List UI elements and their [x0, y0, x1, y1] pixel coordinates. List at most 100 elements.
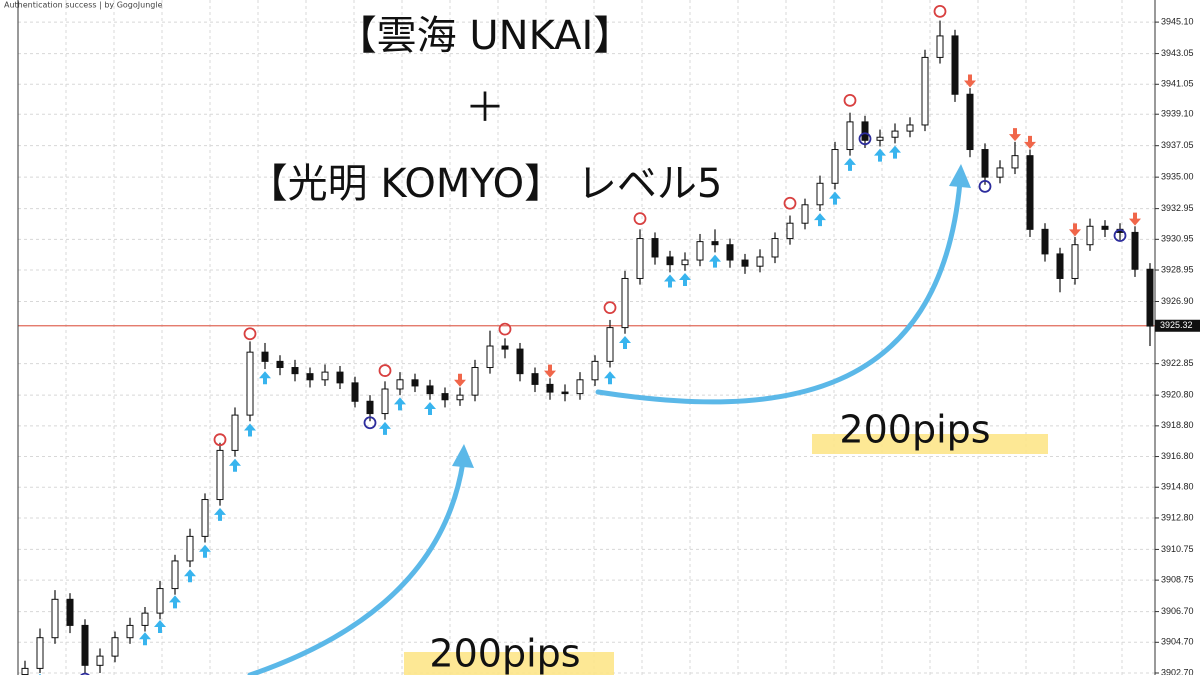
title-line2: 【光明 KOMYO】 レベル5	[248, 161, 723, 207]
pips-label: 200pips	[429, 632, 580, 675]
y-tick-label: 3937.05	[1161, 140, 1194, 150]
pips-label: 200pips	[839, 408, 990, 452]
candle-body	[771, 238, 779, 258]
candle-body	[471, 367, 479, 396]
candle-body	[1056, 253, 1064, 279]
candle-body	[861, 121, 869, 141]
candle-body	[756, 256, 764, 267]
buy-arrow	[679, 273, 691, 287]
candle-body	[411, 379, 419, 387]
candle-body	[681, 259, 689, 266]
y-tick-label: 3916.80	[1161, 451, 1194, 461]
curved-arrow	[595, 179, 963, 405]
candle-body	[621, 277, 629, 329]
candle-body	[186, 535, 194, 562]
auth-text: Authentication success | by GogoJungle	[4, 1, 163, 10]
signal-circle	[978, 179, 992, 193]
plot	[18, 4, 1155, 675]
buy-arrow	[214, 507, 226, 521]
candle-body	[606, 327, 614, 362]
arrow-head	[452, 444, 474, 468]
signal-circle	[858, 132, 872, 146]
candle-body	[1026, 155, 1034, 230]
candle-body	[36, 637, 44, 669]
buy-arrow	[844, 157, 856, 171]
buy-arrow	[169, 595, 181, 609]
candle-body	[246, 351, 254, 416]
candle-body	[1011, 155, 1019, 169]
y-tick-label: 3920.80	[1161, 390, 1194, 400]
candle-body	[216, 449, 224, 501]
candle-body	[306, 373, 314, 381]
candle-body	[231, 414, 239, 451]
signal-circle	[378, 364, 392, 377]
curved-arrow	[247, 459, 466, 675]
y-tick-label: 3935.00	[1161, 172, 1194, 182]
sell-arrow	[544, 364, 556, 378]
candle-body	[696, 241, 704, 261]
title-plus: ＋	[465, 85, 505, 131]
candle-body	[816, 182, 824, 206]
buy-arrow	[829, 191, 841, 205]
buy-arrow	[154, 619, 166, 633]
candle-body	[156, 588, 164, 614]
signal-circle	[363, 416, 377, 430]
buy-arrow	[259, 371, 271, 385]
signal-circle	[783, 196, 797, 210]
y-tick-label: 3926.90	[1161, 296, 1194, 306]
y-tick-label: 3945.10	[1161, 16, 1194, 26]
y-tick-label: 3941.05	[1161, 79, 1194, 89]
candle-body	[111, 637, 119, 657]
candle-body	[51, 598, 59, 639]
candle-body	[336, 371, 344, 384]
candle-body	[1146, 268, 1154, 327]
candle-body	[936, 35, 944, 58]
candle-body	[1071, 244, 1079, 279]
candle-body	[516, 348, 524, 375]
candle-body	[351, 382, 359, 402]
buy-arrow	[604, 371, 616, 385]
candle-body	[876, 136, 884, 141]
y-tick-label: 3910.75	[1161, 544, 1194, 554]
grid	[18, 0, 1155, 675]
candle-body	[441, 393, 449, 401]
candle-body	[531, 373, 539, 385]
sell-arrow	[1129, 212, 1141, 226]
signal-circle	[1113, 229, 1127, 242]
candle-body	[396, 379, 404, 390]
buy-arrow	[394, 397, 406, 411]
candle-body	[981, 149, 989, 178]
price-axis	[1155, 0, 1200, 675]
highlight	[812, 434, 1048, 454]
candle-body	[1101, 225, 1109, 230]
buy-arrow	[184, 569, 196, 583]
candle-body	[636, 238, 644, 279]
signal-circle	[80, 672, 90, 675]
y-tick-label: 3904.70	[1161, 637, 1194, 647]
buy-arrow	[229, 458, 241, 472]
sell-arrow	[964, 74, 976, 88]
candle-body	[456, 394, 464, 401]
candle-body	[1131, 231, 1139, 270]
buy-arrow	[139, 632, 151, 646]
candle-body	[546, 383, 554, 393]
candle-body	[831, 149, 839, 184]
candle-body	[786, 222, 794, 240]
sell-arrow	[1024, 135, 1036, 149]
candle-body	[576, 379, 584, 395]
candle-body	[366, 400, 374, 415]
y-tick-label: 3930.95	[1161, 234, 1194, 244]
title-line1: 【雲海 UNKAI】	[337, 13, 634, 59]
buy-arrow	[424, 401, 436, 415]
candle-body	[591, 360, 599, 381]
candle-body	[666, 256, 674, 266]
candle-body	[801, 204, 809, 224]
buy-arrow	[874, 148, 886, 162]
candle-body	[291, 367, 299, 375]
buy-arrow	[379, 421, 391, 435]
candle-body	[96, 655, 104, 666]
candle-body	[126, 624, 134, 639]
candle-body	[651, 238, 659, 258]
